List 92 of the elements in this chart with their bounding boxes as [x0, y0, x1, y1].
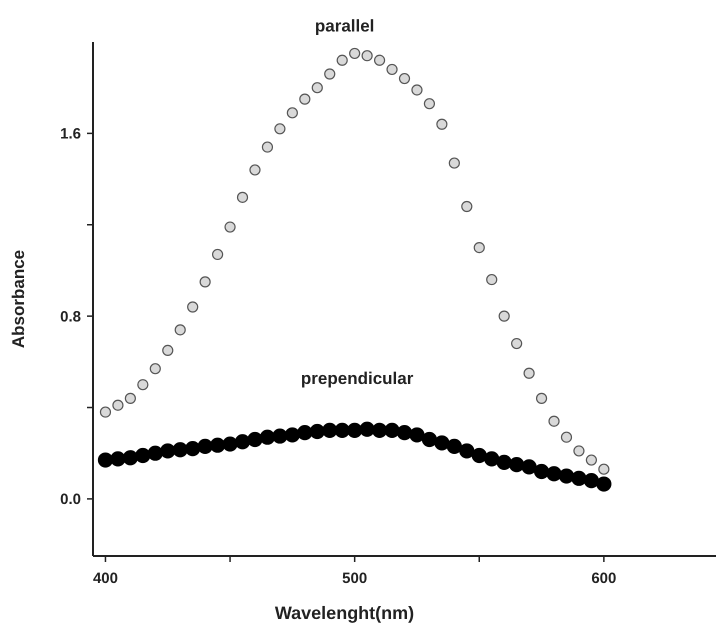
- point: [546, 466, 562, 482]
- point: [509, 457, 524, 472]
- y-tick-label: 1.6: [60, 126, 81, 143]
- point: [372, 422, 388, 438]
- x-tick-label: 400: [92, 570, 118, 587]
- x-tick-label: 500: [342, 570, 368, 587]
- point: [200, 276, 211, 288]
- text: prependicular: [300, 369, 414, 388]
- point: [137, 379, 148, 390]
- point: [297, 425, 312, 440]
- point: [362, 50, 373, 62]
- point: [187, 301, 198, 313]
- point: [98, 452, 114, 468]
- point: [299, 94, 310, 105]
- point: [474, 242, 485, 254]
- point: [324, 68, 336, 80]
- point: [222, 436, 238, 452]
- point: [210, 438, 226, 453]
- point: [409, 427, 425, 443]
- point: [135, 448, 150, 464]
- point: [548, 416, 560, 427]
- point: [236, 192, 248, 203]
- point: [511, 338, 522, 350]
- point: [349, 48, 360, 60]
- point: [260, 430, 276, 445]
- point: [110, 451, 126, 467]
- point: [534, 464, 550, 480]
- point: [396, 425, 412, 440]
- point: [100, 406, 112, 418]
- point: [498, 310, 510, 322]
- point: [262, 141, 274, 153]
- point: [347, 422, 362, 438]
- point: [422, 432, 438, 448]
- point: [336, 54, 348, 66]
- point: [571, 470, 587, 486]
- x-tick-label: 600: [591, 570, 616, 587]
- point: [598, 464, 610, 475]
- point: [484, 451, 500, 467]
- point: [174, 324, 186, 336]
- point: [411, 84, 423, 96]
- point: [386, 64, 398, 76]
- series-label: parallel: [314, 16, 374, 36]
- point: [522, 459, 537, 475]
- point: [148, 446, 163, 461]
- point: [249, 164, 261, 176]
- point: [274, 123, 286, 134]
- point: [322, 422, 338, 438]
- point: [472, 448, 487, 464]
- point: [398, 72, 410, 84]
- point: [112, 400, 124, 411]
- point: [272, 428, 288, 444]
- point: [122, 450, 138, 466]
- point: [162, 344, 174, 356]
- point: [310, 424, 325, 440]
- point: [150, 363, 161, 374]
- point: [573, 445, 585, 457]
- point: [374, 54, 386, 66]
- x-axis-title: Wavelenght(nm): [274, 603, 414, 623]
- point: [185, 441, 200, 456]
- point: [461, 200, 472, 212]
- point: [312, 82, 323, 94]
- point: [496, 454, 512, 470]
- point: [558, 468, 574, 484]
- y-axis-title: Absorbance: [9, 250, 28, 348]
- point: [286, 107, 298, 118]
- point: [234, 434, 250, 450]
- point: [560, 432, 572, 443]
- point: [224, 221, 236, 233]
- point: [334, 422, 350, 438]
- point: [198, 438, 213, 454]
- point: [360, 422, 375, 437]
- point: [172, 442, 188, 458]
- point: [486, 274, 498, 286]
- point: [436, 118, 448, 130]
- point: [459, 443, 474, 459]
- point: [586, 454, 597, 466]
- point: [160, 443, 176, 459]
- y-tick-label: 0.0: [60, 491, 81, 508]
- point: [284, 427, 300, 443]
- point: [596, 476, 612, 492]
- point: [384, 422, 400, 438]
- point: [446, 438, 462, 454]
- point: [536, 392, 548, 404]
- point: [434, 435, 450, 451]
- point: [424, 98, 436, 110]
- point: [584, 473, 599, 488]
- y-tick-label: 0.8: [60, 308, 81, 326]
- point: [448, 157, 460, 169]
- point: [247, 432, 263, 448]
- point: [212, 248, 224, 260]
- point: [524, 368, 535, 379]
- point: [124, 392, 136, 404]
